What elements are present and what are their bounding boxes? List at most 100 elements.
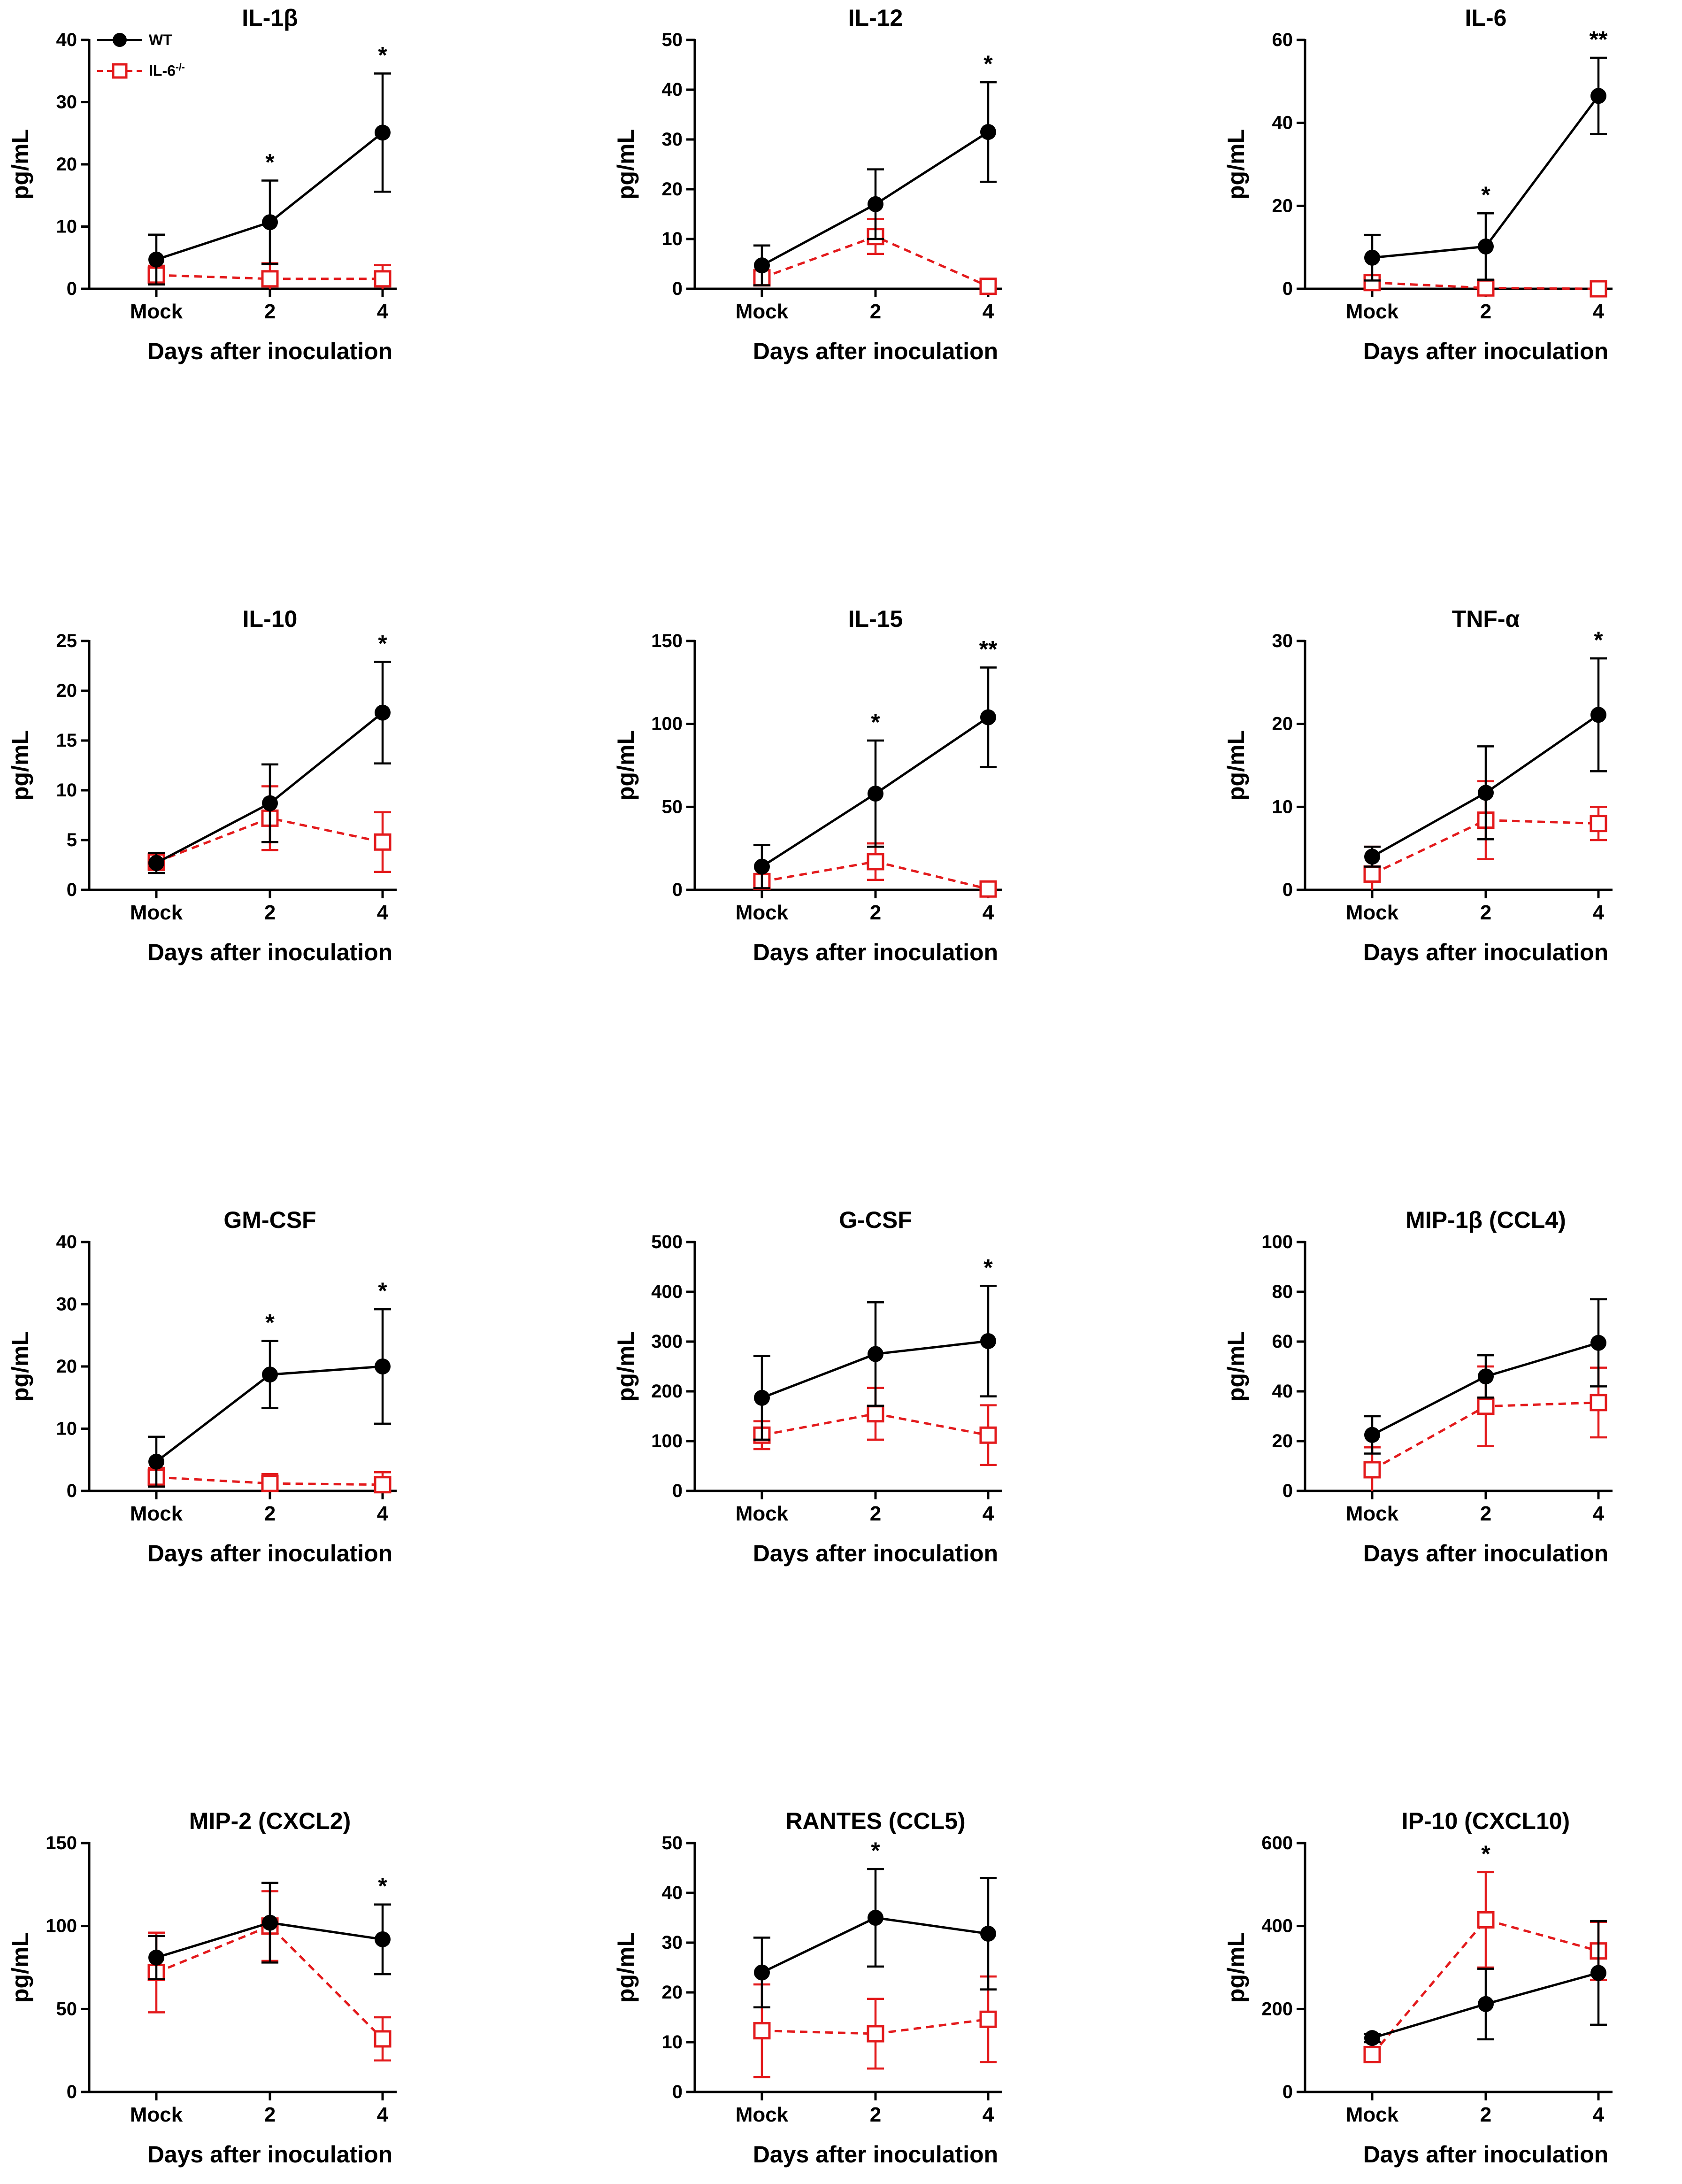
y-axis-label: pg/mL [1223, 1932, 1249, 2003]
x-axis-label: Days after inoculation [147, 939, 392, 965]
data-point [148, 251, 164, 268]
series-wt [1364, 657, 1607, 868]
chart-mip-1beta-ccl4: 0 20 40 60 80 100 Mock 2 4 MIP-1β (CCL4) Days afte… [1223, 1207, 1613, 1567]
chart-title: IL-15 [848, 606, 903, 632]
series-il-6 [1363, 780, 1607, 890]
data-point [1590, 707, 1606, 723]
data-point [261, 1474, 279, 1492]
legend-item-il6-ko: IL-6-/- [96, 59, 185, 83]
data-point [1363, 865, 1381, 883]
x-tick-label: 4 [983, 2103, 994, 2126]
significance-marker: * [378, 631, 387, 657]
data-point [868, 1346, 883, 1362]
chart-title: IL-1β [242, 5, 298, 31]
y-tick-label: 20 [662, 179, 683, 200]
wt-marker-icon [97, 33, 142, 47]
y-tick-label: 600 [1261, 1833, 1293, 1853]
data-point [867, 853, 884, 871]
ko-marker-icon [97, 63, 142, 79]
y-tick-label: 0 [672, 2082, 683, 2102]
x-tick-label: 2 [264, 901, 276, 924]
y-tick-label: 0 [67, 1481, 77, 1501]
series-line [1371, 1918, 1599, 2056]
significance-marker: * [378, 42, 387, 69]
data-point [375, 1358, 391, 1374]
x-tick-label: Mock [130, 1502, 183, 1525]
x-tick-label: 2 [870, 300, 881, 323]
data-point [148, 1949, 164, 1966]
chart-il-1beta: 0 10 20 30 40 Mock 2 4 IL-1β Days after inoculati… [7, 5, 397, 364]
y-tick-label: 0 [67, 880, 77, 900]
data-point [1478, 1996, 1494, 2012]
x-tick-label: Mock [736, 300, 789, 323]
y-tick-label: 30 [56, 92, 77, 113]
y-tick-label: 20 [1272, 1431, 1293, 1451]
data-point [979, 2010, 997, 2028]
data-point [868, 786, 883, 802]
data-point [980, 1333, 996, 1349]
data-point [1477, 279, 1495, 297]
x-tick-label: Mock [736, 1502, 789, 1525]
data-point [868, 196, 883, 212]
series-wt [148, 72, 391, 286]
data-point [1590, 1335, 1606, 1351]
data-point [754, 257, 770, 274]
y-tick-label: 500 [651, 1232, 683, 1252]
x-tick-label: 2 [1480, 300, 1491, 323]
data-point [1364, 1427, 1380, 1443]
y-axis-label: pg/mL [7, 129, 33, 200]
y-tick-label: 15 [56, 730, 77, 751]
data-point [1364, 849, 1380, 865]
y-tick-label: 30 [56, 1294, 77, 1315]
x-tick-label: 4 [377, 1502, 389, 1525]
data-point [1478, 1368, 1494, 1385]
data-point [867, 2025, 884, 2043]
chart-gm-csf: 0 10 20 30 40 Mock 2 4 GM-CSF Days after inoculat… [7, 1207, 397, 1567]
y-tick-label: 80 [1272, 1281, 1293, 1302]
x-tick-label: 2 [264, 2103, 276, 2126]
x-axis-label: Days after inoculation [753, 939, 998, 965]
x-tick-label: Mock [1346, 2103, 1399, 2126]
x-tick-label: 2 [1480, 2103, 1491, 2126]
y-tick-label: 10 [662, 2032, 683, 2053]
y-tick-label: 100 [1261, 1232, 1293, 1252]
series-il-6 [147, 1466, 392, 1494]
x-axis-label: Days after inoculation [1363, 939, 1608, 965]
x-tick-label: 2 [1480, 1502, 1491, 1525]
y-tick-label: 0 [1283, 278, 1293, 299]
y-tick-label: 40 [662, 79, 683, 100]
x-tick-label: 4 [377, 2103, 389, 2126]
chart-g-csf: 0 100 200 300 400 500 Mock 2 4 G-CSF Days after in… [613, 1207, 1002, 1567]
y-axis-label: pg/mL [613, 1331, 639, 1402]
y-tick-label: 10 [56, 216, 77, 237]
data-point [979, 1426, 997, 1444]
y-tick-label: 60 [1272, 1331, 1293, 1352]
y-axis-label: pg/mL [7, 1932, 33, 2003]
chart-title: IL-12 [848, 5, 903, 31]
y-tick-label: 0 [672, 278, 683, 299]
y-tick-label: 30 [662, 1932, 683, 1953]
data-point [148, 855, 164, 871]
data-point [1364, 249, 1380, 266]
data-point [261, 270, 279, 288]
chart-title: IP-10 (CXCL10) [1402, 1808, 1570, 1834]
chart-rantes-ccl5: 0 10 20 30 40 50 Mock 2 4 RANTES (CCL5) Days after… [613, 1808, 1002, 2168]
series-line [156, 817, 383, 863]
data-point [754, 1964, 770, 1981]
data-point [754, 1389, 770, 1406]
series-wt [148, 661, 391, 874]
y-tick-label: 200 [1261, 1999, 1293, 2019]
y-tick-label: 40 [56, 1232, 77, 1252]
series-wt [148, 1882, 391, 1980]
y-tick-label: 40 [662, 1883, 683, 1903]
x-tick-label: Mock [1346, 901, 1399, 924]
x-tick-label: 4 [377, 901, 389, 924]
significance-marker: ** [1590, 26, 1608, 53]
y-tick-label: 40 [56, 30, 77, 50]
series-wt [1364, 1298, 1607, 1455]
significance-marker: * [1481, 1841, 1490, 1867]
x-tick-label: 4 [1593, 901, 1605, 924]
data-point [374, 2030, 392, 2048]
x-tick-label: 2 [264, 300, 276, 323]
y-axis-label: pg/mL [613, 730, 639, 801]
